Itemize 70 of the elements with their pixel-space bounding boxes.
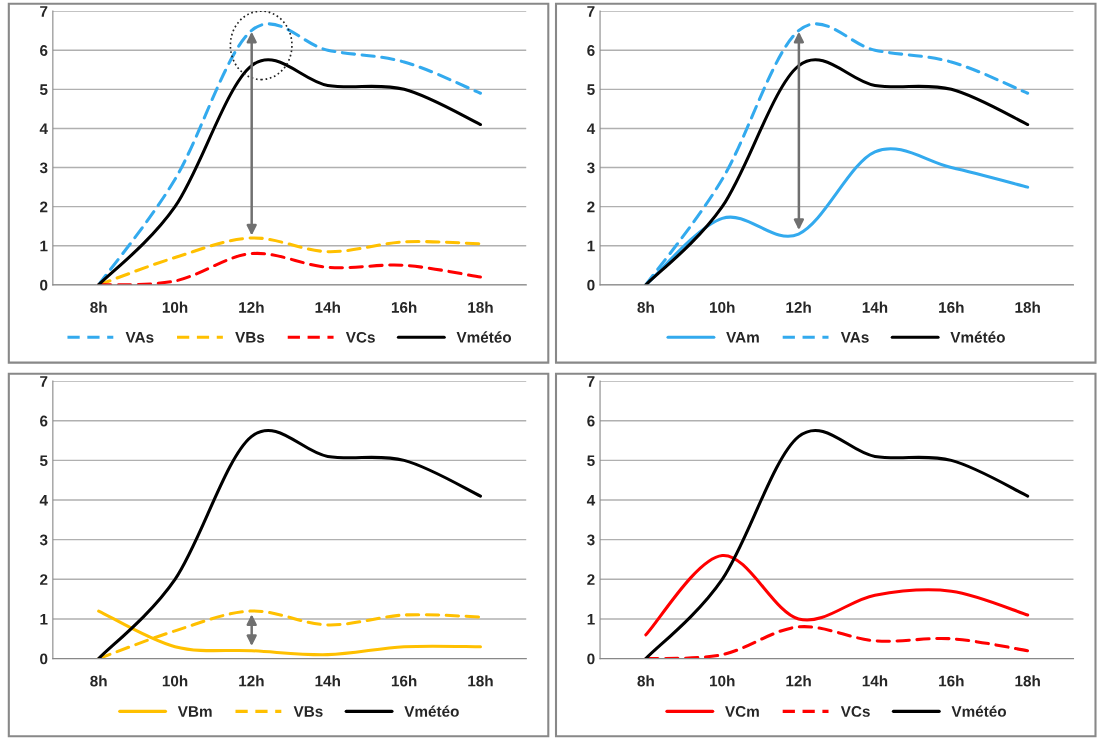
y-tick-label: 5: [587, 84, 595, 96]
y-tick-label: 4: [586, 495, 596, 506]
y-tick-label: 1: [40, 613, 48, 625]
x-tick-label: 14h: [862, 301, 888, 313]
y-tick-label: 7: [587, 376, 595, 387]
x-tick-label: 10h: [710, 301, 735, 313]
x-tick-label: 12h: [239, 675, 264, 687]
x-tick-label: 14h: [862, 675, 888, 687]
y-tick-label: 2: [40, 201, 48, 213]
x-tick-label: 16h: [391, 301, 417, 313]
y-tick-label: 7: [587, 6, 595, 17]
y-tick-label: 0: [40, 279, 48, 291]
legend-label: VBs: [235, 332, 265, 343]
line-series: [644, 554, 1030, 637]
x-tick-label: 8h: [637, 675, 654, 687]
y-tick-label: 4: [39, 495, 48, 506]
y-tick-label: 6: [40, 415, 48, 427]
x-tick-label: 10h: [710, 675, 735, 687]
y-tick-label: 6: [587, 45, 595, 56]
legend-label: Vmétéo: [404, 705, 459, 717]
legend-label: Vmétéo: [456, 331, 512, 343]
legend-label: VAs: [840, 332, 869, 343]
y-tick-label: 4: [586, 123, 596, 134]
x-tick-label: 18h: [1015, 675, 1040, 687]
y-tick-label: 6: [587, 415, 595, 427]
y-tick-label: 0: [587, 653, 595, 665]
x-tick-label: 14h: [315, 675, 340, 687]
x-tick-label: 12h: [786, 675, 811, 687]
legend-label: Vmétéo: [950, 331, 1005, 343]
y-tick-label: 3: [39, 534, 48, 546]
y-tick-label: 0: [587, 279, 595, 291]
x-tick-label: 12h: [786, 301, 811, 313]
y-tick-label: 5: [587, 455, 595, 467]
legend-label: VCs: [345, 331, 375, 343]
x-tick-label: 16h: [939, 301, 964, 313]
legend-label: VCs: [840, 706, 870, 717]
y-tick-label: 7: [40, 376, 48, 387]
y-tick-label: 3: [587, 534, 595, 546]
legend-label: VAm: [726, 332, 759, 343]
x-tick-label: 8h: [90, 301, 107, 313]
y-tick-label: 5: [39, 84, 48, 96]
x-tick-label: 16h: [939, 675, 964, 687]
y-tick-label: 2: [587, 201, 595, 213]
legend-label: VBs: [293, 706, 323, 717]
x-tick-label: 8h: [90, 675, 107, 687]
y-tick-label: 2: [40, 574, 48, 585]
y-tick-label: 5: [39, 455, 48, 467]
legend-label: VBm: [177, 706, 212, 717]
legend-label: Vmétéo: [951, 705, 1007, 717]
legend-label: VAs: [125, 332, 154, 343]
y-tick-label: 1: [587, 240, 595, 252]
x-tick-label: 18h: [468, 675, 493, 687]
x-tick-label: 10h: [162, 301, 188, 313]
y-tick-label: 1: [40, 240, 48, 252]
x-tick-label: 18h: [1015, 301, 1040, 313]
y-tick-label: 1: [587, 613, 595, 625]
y-tick-label: 4: [39, 123, 48, 134]
legend-label: VCm: [725, 706, 759, 717]
x-tick-label: 12h: [239, 301, 264, 313]
x-tick-label: 8h: [637, 301, 654, 313]
y-tick-label: 7: [40, 6, 48, 17]
x-tick-label: 14h: [315, 301, 340, 313]
x-tick-label: 16h: [391, 675, 417, 687]
y-tick-label: 0: [40, 653, 48, 665]
y-tick-label: 6: [40, 45, 48, 56]
y-tick-label: 3: [587, 162, 595, 174]
x-tick-label: 10h: [162, 675, 188, 687]
y-tick-label: 2: [587, 574, 595, 585]
y-tick-label: 3: [39, 162, 48, 174]
x-tick-label: 18h: [468, 301, 493, 313]
